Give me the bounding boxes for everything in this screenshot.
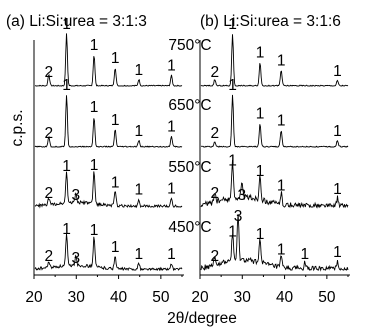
temperature-label: 550°C	[168, 159, 211, 176]
peak-label: 1	[167, 246, 176, 263]
peak-label: 1	[277, 52, 286, 69]
xrd-trace	[200, 94, 349, 148]
peak-label: 1	[167, 181, 176, 198]
peak-label: 1	[90, 37, 99, 54]
peak-label: 1	[333, 244, 342, 261]
temperature-label: 650°C	[168, 97, 211, 114]
peak-label: 1	[135, 62, 144, 79]
x-tick-label: 20	[25, 289, 43, 306]
peak-label: 2	[210, 185, 219, 202]
peak-label: 1	[228, 153, 237, 170]
peak-label: 1	[111, 50, 120, 67]
xrd-trace	[34, 171, 183, 209]
peak-label: 1	[111, 174, 120, 191]
peak-label: 2	[44, 248, 53, 265]
peak-label: 1	[111, 239, 120, 256]
xrd-trace	[200, 34, 349, 87]
peak-label: 1	[333, 181, 342, 198]
peak-label: 1	[90, 222, 99, 239]
peak-label: 3	[238, 187, 247, 204]
peak-label: 2	[44, 64, 53, 81]
temperature-label: 750°C	[168, 37, 211, 54]
peak-label: 2	[210, 248, 219, 265]
peak-label: 1	[135, 182, 144, 199]
peak-label: 1	[62, 221, 71, 238]
peak-label: 1	[90, 99, 99, 116]
temperature-label: 450°C	[168, 219, 211, 236]
peak-label: 1	[277, 178, 286, 195]
peak-label: 1	[90, 157, 99, 174]
panel-title-a: (a) Li:Si:urea = 3:1:3	[6, 13, 147, 30]
peak-label: 1	[277, 242, 286, 259]
x-tick-label: 50	[318, 289, 336, 306]
peak-label: 1	[256, 45, 265, 62]
x-tick-label: 40	[276, 289, 294, 306]
x-axis-label: 2θ/degree	[167, 310, 237, 327]
peak-label: 3	[72, 187, 81, 204]
peak-label: 3	[234, 208, 243, 225]
peak-label: 1	[62, 77, 71, 94]
peak-label: 3	[72, 250, 81, 267]
peak-label: 1	[256, 226, 265, 243]
xrd-trace	[34, 33, 183, 87]
peak-label: 2	[210, 64, 219, 81]
xrd-trace	[34, 95, 183, 148]
peak-label: 1	[228, 16, 237, 33]
peak-label: 1	[277, 112, 286, 129]
x-tick-label: 50	[152, 289, 170, 306]
x-tick-label: 30	[234, 289, 252, 306]
peak-label: 2	[44, 185, 53, 202]
y-axis-label: c.p.s.	[9, 109, 26, 146]
peak-label: 1	[167, 119, 176, 136]
x-tick-label: 30	[68, 289, 86, 306]
peak-label: 1	[111, 112, 120, 129]
peak-label: 1	[256, 106, 265, 123]
x-tick-label: 20	[191, 289, 209, 306]
peak-label: 1	[228, 77, 237, 94]
peak-label: 1	[228, 223, 237, 240]
peak-label: 1	[333, 123, 342, 140]
panel-title-b: (b) Li:Si:urea = 3:1:6	[200, 13, 341, 30]
x-tick-label: 40	[110, 289, 128, 306]
peak-label: 2	[210, 125, 219, 142]
peak-label: 1	[62, 16, 71, 33]
xrd-trace	[200, 214, 349, 272]
peak-label: 2	[44, 125, 53, 142]
peak-label: 1	[62, 158, 71, 175]
peak-label: 1	[333, 63, 342, 80]
xrd-trace	[200, 160, 349, 209]
peak-label: 1	[135, 123, 144, 140]
peak-label: 1	[167, 58, 176, 75]
peak-label: 1	[256, 163, 265, 180]
peak-label: 1	[135, 246, 144, 263]
peak-label: 1	[301, 246, 310, 263]
xrd-trace	[34, 233, 183, 272]
